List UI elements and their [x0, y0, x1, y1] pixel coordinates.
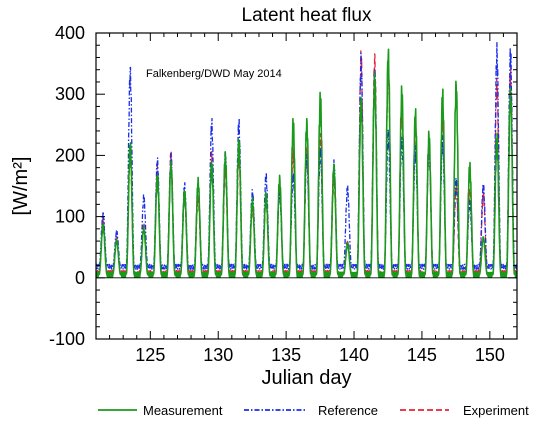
legend-label-experiment: Experiment	[463, 403, 529, 418]
y-tick-label: 300	[55, 84, 85, 104]
plot-area	[96, 33, 517, 339]
legend-label-reference: Reference	[318, 403, 378, 418]
x-axis-label: Julian day	[261, 367, 351, 389]
x-tick-label: 125	[135, 345, 165, 365]
y-tick-label: 400	[55, 23, 85, 43]
chart-annotation: Falkenberg/DWD May 2014	[146, 68, 282, 80]
chart-title: Latent heat flux	[242, 5, 372, 26]
tick-layer: 125 130 135 140 145 150 -100 0 100 200 300 400	[49, 23, 518, 365]
legend-label-measurement: Measurement	[143, 403, 223, 418]
series-layer	[96, 41, 517, 278]
series-line-measurement	[96, 48, 517, 278]
y-tick-label: -100	[49, 329, 85, 349]
y-tick-label: 200	[55, 145, 85, 165]
legend: Measurement Reference Experiment	[98, 403, 529, 418]
x-tick-label: 140	[339, 345, 369, 365]
x-tick-label: 130	[203, 345, 233, 365]
x-tick-label: 135	[271, 345, 301, 365]
y-tick-label: 100	[55, 207, 85, 227]
x-tick-label: 150	[475, 345, 505, 365]
plot-frame	[95, 32, 518, 340]
y-tick-label: 0	[75, 268, 85, 288]
x-tick-label: 145	[407, 345, 437, 365]
series-line-reference	[96, 41, 517, 270]
y-axis-label: [W/m²]	[10, 157, 32, 216]
